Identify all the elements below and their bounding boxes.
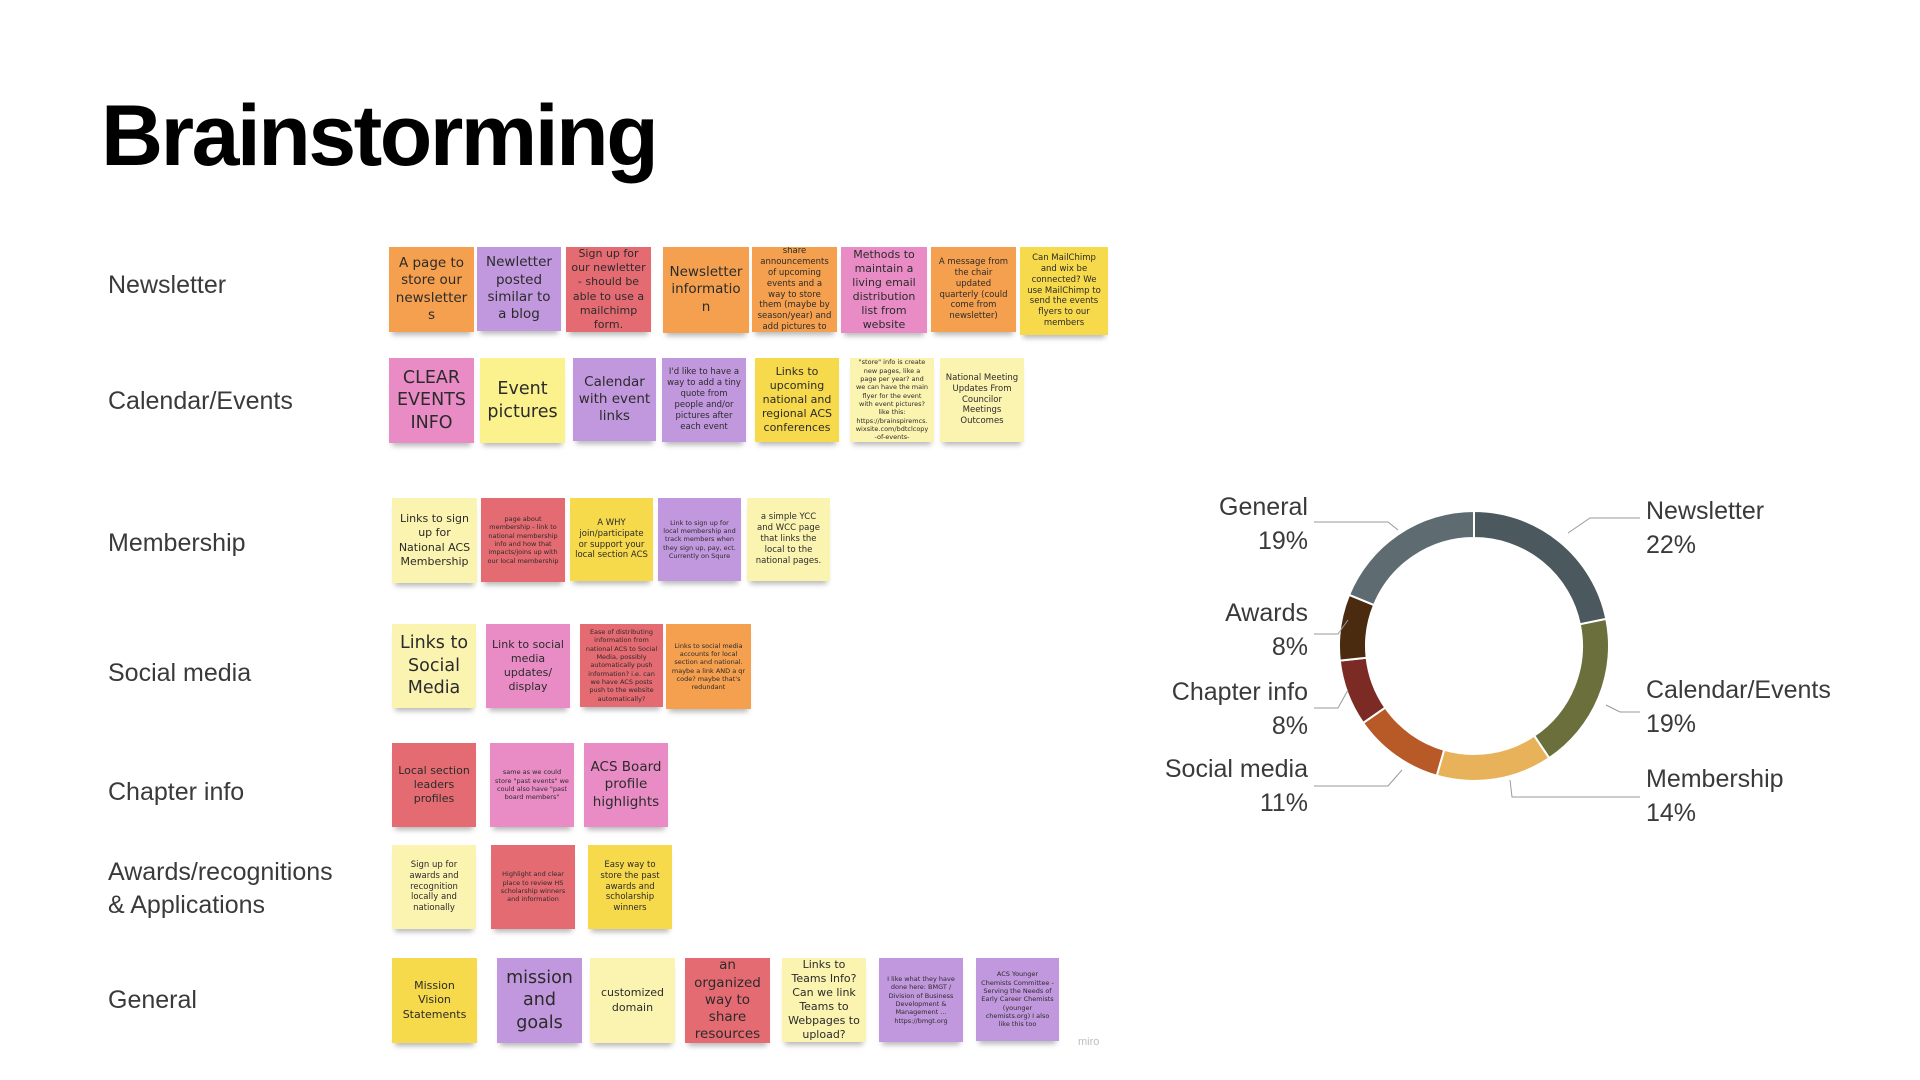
legend-category: Chapter info [1171,678,1308,706]
sticky-note: Link to sign up for local membership and… [658,498,741,581]
donut-slice-membership [1435,734,1551,782]
legend-percent: 11% [1259,788,1308,817]
donut-slice-calendar-events [1532,617,1610,760]
category-label: Newsletter [108,271,227,299]
sticky-note: Link to social media updates/ display [486,624,570,708]
sticky-note: I like what they have done here: BMGT / … [879,958,963,1042]
legend-category: Newsletter [1646,497,1765,525]
sticky-note: Ease of distributing information from na… [580,624,663,707]
sticky-note: Links to Social Media [392,624,476,708]
sticky-note: I'd like to have a way to add a tiny quo… [662,358,746,442]
category-label: Membership [108,529,246,557]
legend-percent: 22% [1646,530,1697,559]
legend-category: Membership [1646,765,1784,793]
sticky-note: page about membership - link to national… [481,498,565,582]
donut-slice-social-media [1361,706,1446,777]
legend-entry: Chapter info 8% [1172,676,1308,744]
category-label: General [108,986,197,1014]
legend-entry: Membership 14% [1646,763,1784,831]
page-title: Brainstorming [101,88,659,184]
sticky-note: Sign up for awards and recognition local… [392,845,476,929]
sticky-note: same as we could store "past events" we … [490,743,574,827]
leader-line [1605,704,1640,713]
sticky-note: an organized way to share resources [685,958,770,1043]
sticky-note: Easy way to share announcements of upcom… [752,247,837,332]
legend-entry: General 19% [1219,491,1308,559]
donut-slice-awards [1338,593,1376,662]
sticky-note: ACS Board profile highlights [584,743,668,827]
sticky-note: Links to social media accounts for local… [666,624,751,709]
legend-percent: 14% [1646,798,1697,827]
legend-category: Social media [1164,755,1308,783]
leader-line [1314,689,1349,709]
sticky-note: Calendar with event links [573,358,656,441]
legend-category: Awards [1225,599,1308,627]
sticky-note: Sign up for our newletter - should be ab… [566,247,651,332]
sticky-note: Event pictures [480,358,565,443]
sticky-note: National Meeting Updates From Councilor … [940,358,1024,442]
donut-slice-newsletter [1473,509,1608,626]
legend-category: Calendar/Events [1646,676,1831,704]
sticky-note: Links to sign up for National ACS Member… [392,498,477,583]
sticky-note: CLEAR EVENTS INFO [389,358,474,443]
leader-line [1314,769,1403,787]
leader-line [1314,619,1349,635]
category-label: Calendar/Events [108,387,293,415]
legend-entry: Social media 11% [1165,753,1308,821]
sticky-note: Highlight and clear place to review HS s… [491,845,575,929]
legend-percent: 19% [1646,709,1697,738]
sticky-note: A page to store our newsletters [389,247,474,332]
donut-slice-general [1347,509,1475,607]
sticky-note: a simple YCC and WCC page that links the… [747,498,830,581]
sticky-note: Methods to maintain a living email distr… [841,247,927,333]
miro-watermark: miro [1078,1036,1100,1048]
category-label: Social media [108,659,252,687]
sticky-note: Links to upcoming national and regional … [755,358,839,442]
sticky-note: customized domain [590,958,675,1043]
sticky-note: A message from the chair updated quarter… [931,247,1016,332]
sticky-note: ACS Younger Chemists Committee - Serving… [976,958,1059,1041]
sticky-note: Newsletter information [663,247,749,333]
leader-line [1314,521,1399,531]
legend-percent: 19% [1257,526,1308,555]
legend-percent: 8% [1271,711,1308,740]
legend-percent: 8% [1271,632,1308,661]
legend-category: General [1219,493,1308,521]
leader-line [1567,517,1640,534]
category-label: Chapter info [108,778,245,806]
sticky-note: Newletter posted similar to a blog [477,247,561,331]
legend-entry: Awards 8% [1225,597,1308,665]
sticky-note: A WHY join/participate or support your l… [570,498,653,581]
sticky-note: mission and goals [497,958,582,1043]
sticky-note: Can MailChimp and wix be connected? We u… [1020,247,1108,335]
sticky-note: Easy way to store the past awards and sc… [588,845,672,929]
sticky-note: Mission Vision Statements [392,958,477,1043]
leader-line [1509,779,1640,798]
sticky-note: Local section leaders profiles [392,743,476,827]
legend-entry: Newsletter 22% [1646,495,1764,563]
legend-entry: Calendar/Events 19% [1646,674,1831,742]
sticky-note: Maybe a way to "store" info is create ne… [850,358,934,442]
donut-slice-chapter-info [1338,656,1387,725]
category-label: Awards/recognitions & Applications [108,858,333,919]
sticky-note: Links to Teams Info? Can we link Teams t… [782,958,866,1042]
